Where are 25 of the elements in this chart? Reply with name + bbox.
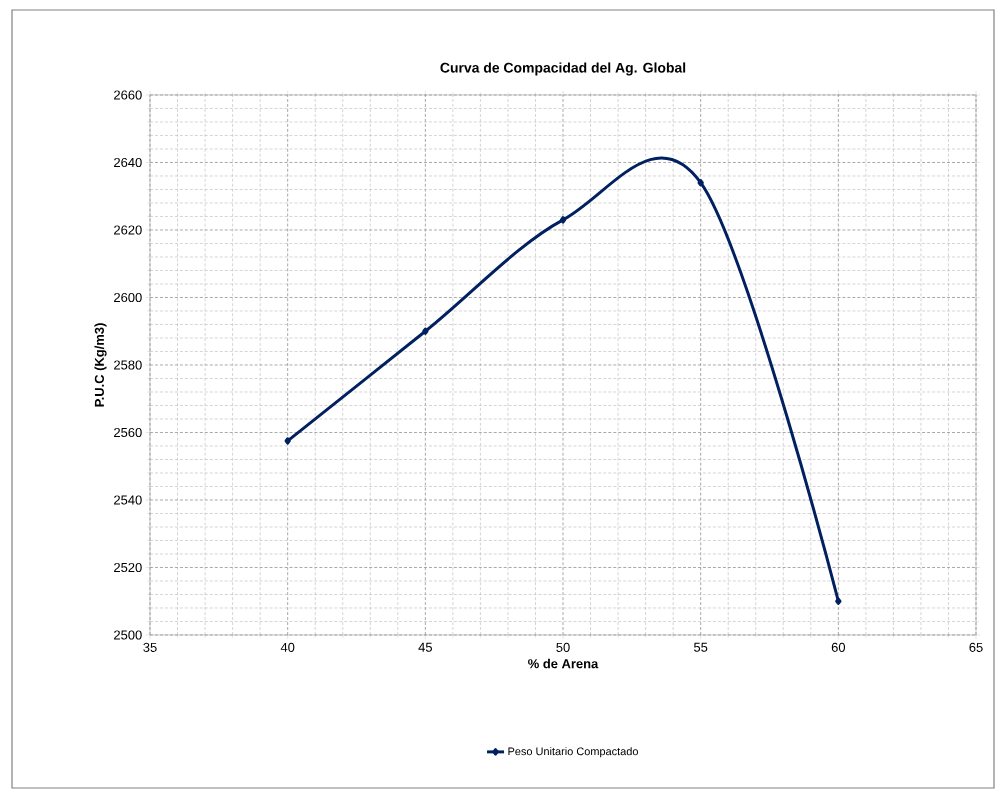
y-tick-label: 2640 (114, 157, 142, 168)
y-tick-label: 2540 (114, 495, 142, 505)
chart-title: Curva de Compacidad del Ag. Global (440, 62, 686, 76)
point (422, 327, 429, 335)
y-tick-label: 2560 (114, 427, 142, 438)
point (697, 179, 704, 187)
y-tick-label: 2500 (114, 630, 142, 640)
x-tick-label: 45 (418, 642, 432, 652)
point (284, 437, 291, 445)
x-tick-label: 40 (280, 642, 295, 652)
point (559, 216, 567, 224)
y-tick-label: 2620 (114, 225, 142, 235)
point (835, 597, 842, 605)
x-tick-label: 50 (556, 642, 570, 652)
x-axis-title: % de Arena (528, 658, 599, 669)
y-tick-label: 2520 (114, 562, 142, 573)
x-tick-label: 55 (693, 642, 708, 652)
y-tick-label: 2600 (114, 292, 142, 303)
legend-label: Peso Unitario Compactado (508, 747, 638, 758)
x-tick-label: 60 (831, 642, 846, 652)
y-tick-label: 2580 (114, 360, 142, 370)
y-axis-title: P.U.C (Kg/m3) (94, 323, 107, 407)
y-tick-label: 2660 (114, 90, 142, 100)
x-tick-label: 65 (969, 642, 983, 652)
x-tick-label: 35 (143, 642, 157, 652)
